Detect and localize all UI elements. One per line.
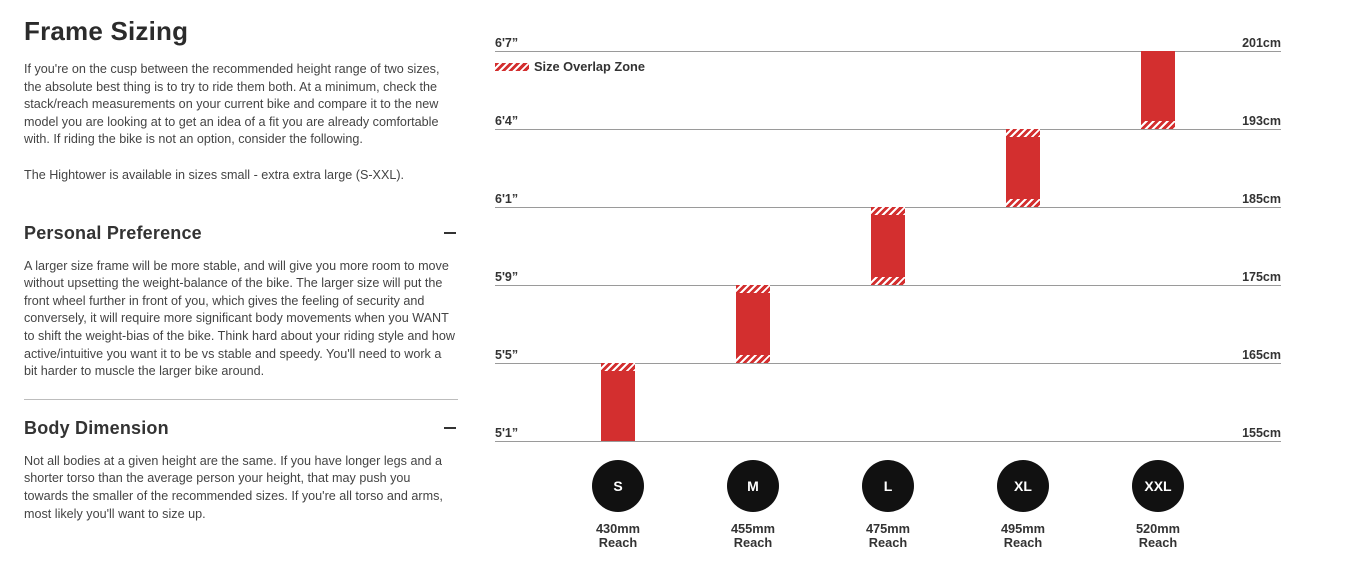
height-label-metric: 155cm <box>1242 426 1281 440</box>
frame-sizing-panel: Frame Sizing If you're on the cusp betwe… <box>24 12 458 523</box>
reach-label: 475mm Reach <box>848 522 928 550</box>
gridline-175 <box>495 285 1281 286</box>
reach-value: 430mm <box>595 521 641 536</box>
reach-value: 495mm <box>1000 521 1046 536</box>
height-label-imperial: 6'1” <box>495 192 519 206</box>
size-badge-s: S <box>592 460 644 512</box>
size-badge-xl: XL <box>997 460 1049 512</box>
size-bar-xxl <box>1141 51 1175 129</box>
accordion-header-body-dimension[interactable]: Body Dimension <box>24 418 458 439</box>
reach-caption: Reach <box>1003 535 1043 550</box>
divider <box>24 398 458 400</box>
reach-label: 495mm Reach <box>983 522 1063 550</box>
height-label-metric: 175cm <box>1242 270 1281 284</box>
height-label-metric: 193cm <box>1242 114 1281 128</box>
overlap-zone <box>1006 199 1040 207</box>
reach-label: 520mm Reach <box>1118 522 1198 550</box>
overlap-zone <box>871 207 905 215</box>
gridline-193 <box>495 129 1281 130</box>
height-label-imperial: 6'7” <box>495 36 519 50</box>
overlap-zone <box>736 285 770 293</box>
intro-text: If you're on the cusp between the recomm… <box>24 62 440 147</box>
gridline-201 <box>495 51 1281 52</box>
reach-caption: Reach <box>733 535 773 550</box>
reach-caption: Reach <box>868 535 908 550</box>
overlap-zone <box>601 363 635 371</box>
height-label-metric: 201cm <box>1242 36 1281 50</box>
overlap-zone <box>1141 121 1175 129</box>
reach-value: 455mm <box>730 521 776 536</box>
size-bar-xl <box>1006 129 1040 207</box>
overlap-zone <box>1006 129 1040 137</box>
overlap-zone <box>871 277 905 285</box>
collapse-icon[interactable] <box>444 232 456 235</box>
overlap-zone <box>736 355 770 363</box>
reach-label: 455mm Reach <box>713 522 793 550</box>
accordion-header-personal-preference[interactable]: Personal Preference <box>24 223 458 244</box>
gridline-165 <box>495 363 1281 364</box>
size-badge-m: M <box>727 460 779 512</box>
height-label-imperial: 5'5” <box>495 348 519 362</box>
reach-value: 475mm <box>865 521 911 536</box>
gridline-155 <box>495 441 1281 442</box>
page-title: Frame Sizing <box>24 16 189 46</box>
legend-label: Size Overlap Zone <box>534 59 645 74</box>
height-label-imperial: 5'1” <box>495 426 519 440</box>
size-badge-l: L <box>862 460 914 512</box>
size-bar-l <box>871 207 905 285</box>
height-label-metric: 185cm <box>1242 192 1281 206</box>
availability-text: The Hightower is available in sizes smal… <box>24 167 405 182</box>
section-title: Body Dimension <box>24 417 169 438</box>
collapse-icon[interactable] <box>444 427 456 430</box>
reach-caption: Reach <box>1138 535 1178 550</box>
height-label-imperial: 5'9” <box>495 270 519 284</box>
size-badge-xxl: XXL <box>1132 460 1184 512</box>
reach-label: 430mm Reach <box>578 522 658 550</box>
reach-caption: Reach <box>598 535 638 550</box>
size-bar-s <box>601 363 635 441</box>
section-title: Personal Preference <box>24 222 202 243</box>
chart-legend: Size Overlap Zone <box>495 59 645 74</box>
height-label-metric: 165cm <box>1242 348 1281 362</box>
body-dimension-text: Not all bodies at a given height are the… <box>24 453 443 521</box>
reach-value: 520mm <box>1135 521 1181 536</box>
height-label-imperial: 6'4” <box>495 114 519 128</box>
personal-preference-text: A larger size frame will be more stable,… <box>24 258 456 379</box>
overlap-swatch-icon <box>495 62 529 71</box>
size-bar-m <box>736 285 770 363</box>
